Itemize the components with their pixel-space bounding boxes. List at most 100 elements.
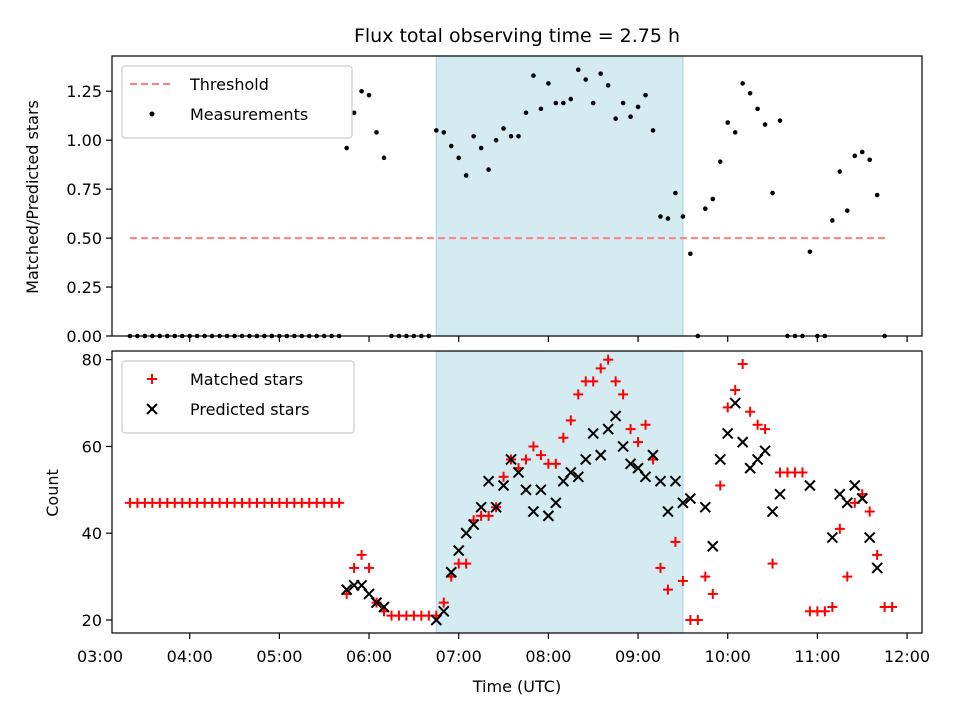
marker-stroke: [849, 479, 861, 492]
x-tick-label: 10:00: [705, 647, 751, 666]
marker-stroke: [759, 445, 771, 457]
predicted-star-point: [490, 501, 502, 513]
predicted-star-point: [871, 562, 883, 574]
measurement-point: [620, 100, 626, 106]
marker-stroke: [602, 423, 614, 435]
marker-stroke: [684, 492, 697, 505]
marker-stroke: [453, 544, 465, 557]
matched-star-point: [692, 614, 703, 625]
marker-stroke: [669, 475, 682, 487]
measurement-point: [673, 190, 678, 196]
measurement-point: [381, 155, 387, 161]
predicted-star-point: [654, 475, 667, 487]
y-tick-label: 1.25: [66, 82, 102, 101]
y-tick-label: 0.00: [66, 327, 102, 346]
y-tick-label: 1.00: [66, 131, 102, 150]
marker-stroke: [378, 601, 390, 613]
predicted-star-point: [594, 449, 607, 461]
measurement-point: [374, 130, 379, 135]
marker-stroke: [565, 466, 577, 479]
marker-stroke: [624, 458, 637, 470]
matched-star-point: [461, 558, 472, 569]
predicted-star-point: [804, 479, 816, 492]
y-tick-label: 80: [82, 351, 102, 370]
marker-stroke: [355, 579, 368, 591]
marker-stroke: [594, 449, 607, 461]
measurement-point: [732, 130, 738, 135]
matched-star-point: [558, 432, 569, 443]
predicted-star-point: [340, 583, 353, 596]
x-tick-label: 12:00: [884, 647, 930, 666]
matched-star-point: [625, 424, 636, 435]
matched-star-point: [715, 480, 726, 491]
measurement-point: [710, 196, 716, 202]
marker-stroke: [662, 505, 674, 518]
y-tick-label: 20: [82, 611, 102, 630]
measurement-point: [725, 120, 731, 125]
measurement-point: [830, 218, 835, 223]
measurement-point: [755, 106, 760, 112]
x-tick-label: 03:00: [77, 647, 123, 666]
matched-star-point: [640, 419, 651, 430]
marker-stroke: [729, 397, 741, 409]
measurement-point: [359, 88, 364, 94]
matched-star-point: [864, 506, 875, 517]
predicted-star-point: [766, 505, 779, 518]
measurement-point: [546, 81, 551, 86]
measurement-point: [463, 173, 469, 178]
predicted-star-point: [662, 505, 674, 518]
matched-star-point: [550, 458, 561, 469]
legend-swatch-measurements: [149, 111, 155, 117]
matched-star-point: [334, 497, 345, 508]
predicted-star-point: [505, 453, 517, 466]
predicted-star-point: [729, 397, 741, 409]
measurement-point: [471, 133, 476, 139]
predicted-star-point: [684, 492, 697, 505]
measurement-point: [635, 104, 641, 110]
predicted-star-point: [445, 566, 457, 578]
matched-star-point: [498, 471, 509, 482]
top-panel-title: Flux total observing time = 2.75 h: [354, 25, 680, 47]
measurement-point: [575, 67, 581, 73]
predicted-star-point: [856, 492, 868, 505]
marker-stroke: [639, 471, 652, 483]
matched-star-point: [730, 385, 741, 396]
marker-stroke: [512, 466, 525, 479]
measurement-point: [807, 249, 813, 255]
measurement-point: [852, 153, 858, 159]
marker-stroke: [572, 471, 584, 483]
predicted-star-point: [438, 605, 450, 618]
predicted-star-point: [378, 601, 390, 613]
marker-stroke: [580, 453, 592, 466]
predicted-star-point: [617, 440, 629, 453]
legend-item: Predicted stars: [146, 400, 310, 419]
measurement-point: [844, 208, 850, 213]
legend-label: Matched stars: [190, 370, 303, 389]
predicted-star-point: [453, 544, 465, 557]
marker-stroke: [438, 605, 450, 618]
predicted-star-point: [759, 445, 771, 457]
predicted-star-point: [677, 497, 689, 509]
measurement-point: [650, 128, 656, 133]
matched-star-point: [767, 558, 778, 569]
matched-star-point: [760, 424, 771, 435]
predicted-star-point: [482, 475, 495, 487]
measurement-point: [658, 214, 663, 219]
measurement-point: [605, 83, 611, 88]
marker-stroke: [736, 436, 749, 448]
marker-stroke: [475, 501, 487, 513]
marker-stroke: [766, 505, 779, 518]
measurement-point: [770, 190, 775, 196]
marker-stroke: [490, 501, 502, 513]
measurement-point: [433, 128, 439, 133]
matched-star-point: [752, 419, 763, 430]
predicted-star-point: [669, 475, 682, 487]
y-tick-label: 0.50: [66, 229, 102, 248]
legend-label: Measurements: [190, 105, 308, 124]
legend-item: Matched stars: [147, 370, 303, 389]
matched-star-point: [887, 601, 898, 612]
measurement-point: [747, 90, 753, 96]
measurement-point: [688, 251, 693, 257]
top-panel: 0.00 0.25 0.50 0.75 1.00 1.25 Threshold Measure…: [66, 55, 923, 346]
matched-star-point: [356, 549, 367, 560]
